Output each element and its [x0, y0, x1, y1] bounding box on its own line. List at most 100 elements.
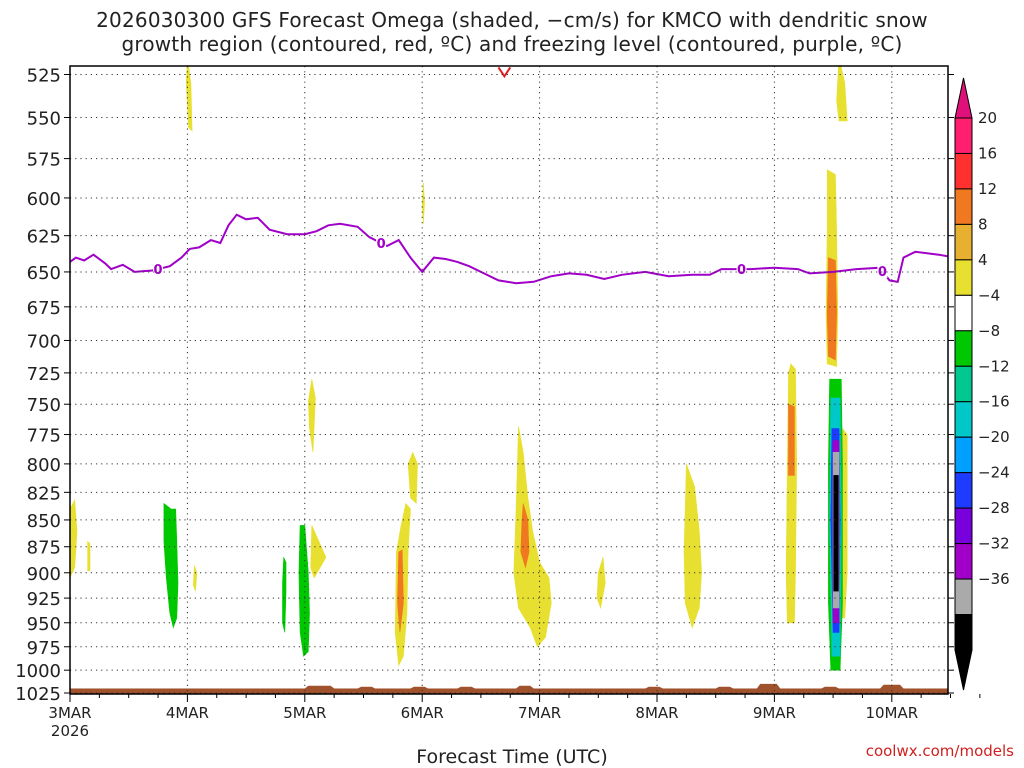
omega-region-20 — [163, 502, 179, 629]
omega-region-22 — [298, 525, 310, 657]
colorbar-label-6: −8 — [978, 322, 1000, 340]
colorbar-swatch-11 — [954, 507, 973, 545]
freezing-label-bg-0 — [153, 262, 164, 277]
omega-region-12 — [397, 549, 404, 633]
y-tick-label-950: 950 — [27, 614, 61, 635]
x-tick-sublabel-0: 2026 — [51, 722, 89, 740]
y-tick-label-850: 850 — [27, 511, 61, 532]
ground-bump-6 — [715, 686, 734, 689]
omega-region-21 — [282, 557, 287, 633]
omega-region-0 — [185, 66, 193, 132]
y-tick-label-750: 750 — [27, 395, 61, 416]
freezing-label-bg-1 — [376, 236, 387, 251]
ground-bump-8 — [821, 686, 839, 689]
colorbar-swatch-4 — [954, 259, 973, 296]
colorbar-label-0: 20 — [978, 109, 997, 127]
y-tick-label-775: 775 — [27, 426, 61, 447]
colorbar-swatch-1 — [954, 152, 973, 190]
ground-bump-3 — [457, 686, 475, 689]
x-tick-label-2: 5MAR — [283, 704, 326, 722]
freezing-level-line — [70, 213, 948, 285]
y-tick-label-650: 650 — [27, 263, 61, 284]
colorbar-label-5: −4 — [978, 286, 1000, 304]
ground-bump-9 — [880, 684, 904, 689]
freezing-level-label-3: 0 — [878, 265, 887, 280]
dgz-contour — [497, 66, 512, 79]
plot-clipped: 0 0 0 0 — [70, 66, 948, 694]
colorbar-swatch-7 — [954, 365, 973, 403]
colorbar-label-1: 16 — [978, 145, 997, 163]
colorbar-label-3: 8 — [978, 215, 988, 233]
y-tick-label-875: 875 — [27, 538, 61, 559]
y-tick-label-525: 525 — [27, 66, 61, 87]
plot-area: 0 0 0 0 — [70, 66, 948, 694]
y-tick-label-700: 700 — [27, 331, 61, 352]
y-tick-label-1000: 1000 — [15, 661, 61, 682]
omega-region-15 — [596, 557, 606, 610]
x-tick-label-4: 7MAR — [518, 704, 561, 722]
ground-bump-1 — [357, 686, 376, 689]
colorbar-swatch-9 — [954, 436, 973, 474]
freezing-level-label-1: 0 — [377, 237, 386, 252]
colorbar-swatch-10 — [954, 472, 973, 509]
colorbar-swatch-2 — [954, 188, 973, 225]
colorbar-label-2: 12 — [978, 180, 997, 198]
x-axis-title: Forecast Time (UTC) — [416, 746, 608, 768]
omega-region-1 — [836, 66, 848, 122]
colorbar-swatch-13 — [954, 578, 973, 616]
colorbar: 20 16 12 8 4 −4 −8 −12 −16 −20 −24 −28 −32 −36 — [954, 77, 1010, 691]
y-tick-label-925: 925 — [27, 589, 61, 610]
colorbar-label-8: −16 — [978, 393, 1010, 411]
colorbar-swatch-14 — [954, 614, 973, 651]
colorbar-label-13: −36 — [978, 570, 1010, 588]
y-tick-label-575: 575 — [27, 150, 61, 171]
ground-bump-0 — [304, 685, 335, 689]
omega-region-13 — [513, 426, 552, 648]
omega-region-18 — [788, 403, 795, 476]
x-tick-label-5: 8MAR — [635, 704, 678, 722]
y-tick-label-825: 825 — [27, 483, 61, 504]
x-tick-label-3: 6MAR — [401, 704, 444, 722]
x-tick-label-6: 9MAR — [753, 704, 796, 722]
freezing-label-bg-3 — [877, 263, 888, 278]
axes: 525 550 575 600 625 650 675 700 725 750 775 800 825 8… — [15, 65, 981, 740]
colorbar-swatch-3 — [954, 223, 973, 261]
colorbar-swatch-0 — [954, 117, 973, 154]
colorbar-swatch-5 — [954, 294, 973, 332]
ground-bump-5 — [645, 686, 663, 689]
x-tick-label-7: 10MAR — [865, 704, 918, 722]
colorbar-label-9: −20 — [978, 428, 1010, 446]
colorbar-bottom-arrow — [954, 649, 973, 691]
x-tick-label-1: 4MAR — [166, 704, 209, 722]
chart-title-line2: growth region (contoured, red, ºC) and f… — [121, 32, 903, 56]
omega-region-28 — [833, 475, 839, 592]
omega-region-17 — [785, 363, 798, 624]
colorbar-label-7: −12 — [978, 357, 1010, 375]
y-tick-label-725: 725 — [27, 364, 61, 385]
y-tick-label-975: 975 — [27, 638, 61, 659]
y-tick-label-625: 625 — [27, 227, 61, 248]
ground-bump-2 — [410, 686, 429, 689]
omega-region-16 — [683, 463, 702, 629]
y-tick-label-675: 675 — [27, 298, 61, 319]
chart-title-line1: 2026030300 GFS Forecast Omega (shaded, −… — [96, 8, 928, 32]
credit-link[interactable]: coolwx.com/models — [865, 742, 1014, 760]
x-tick-label-0: 3MAR — [48, 704, 91, 722]
y-tick-label-1025: 1025 — [15, 684, 61, 705]
colorbar-label-10: −24 — [978, 464, 1010, 482]
freezing-level-label-0: 0 — [154, 263, 163, 278]
omega-region-8 — [192, 565, 198, 592]
omega-region-10 — [407, 451, 418, 505]
y-tick-label-800: 800 — [27, 455, 61, 476]
ground-bump-7 — [756, 683, 781, 689]
omega-region-5 — [307, 379, 316, 453]
plot-frame — [69, 65, 949, 695]
freezing-label-bg-2 — [736, 262, 747, 277]
colorbar-top-arrow — [954, 77, 973, 119]
y-tick-label-600: 600 — [27, 189, 61, 210]
colorbar-label-11: −28 — [978, 499, 1010, 517]
ground-surface — [70, 688, 948, 694]
colorbar-swatch-8 — [954, 401, 973, 438]
omega-region-2 — [421, 182, 425, 224]
